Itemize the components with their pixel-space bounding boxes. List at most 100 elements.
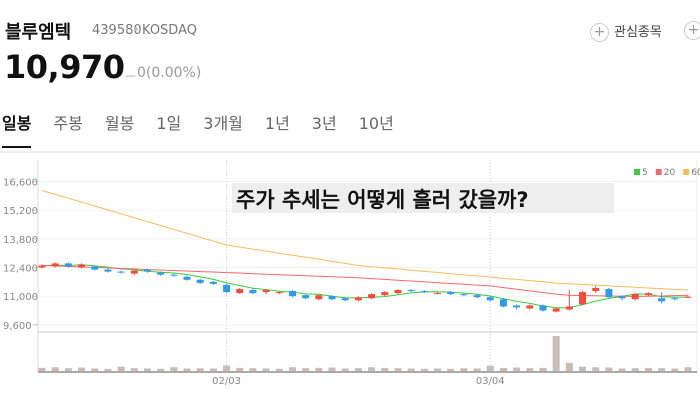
candle-body xyxy=(64,263,72,267)
candle-body xyxy=(315,295,323,300)
volume-bar xyxy=(513,367,521,371)
favorite-label: 관심종목 xyxy=(614,25,662,40)
candle-body xyxy=(78,264,86,268)
candle-body xyxy=(434,293,442,295)
volume-bar xyxy=(434,368,442,371)
volume-bar xyxy=(671,368,679,371)
candle-body xyxy=(460,294,468,296)
volume-bar xyxy=(486,365,494,371)
tab[interactable]: 3개월 xyxy=(203,114,243,133)
y-tick-label: 16,600 xyxy=(3,177,38,188)
candle-body xyxy=(302,295,310,299)
volume-bar xyxy=(157,368,165,371)
candle-body xyxy=(539,305,547,311)
volume-bar xyxy=(618,368,626,371)
volume-bar xyxy=(170,367,178,371)
candle-body xyxy=(381,292,389,296)
legend-label: 5 xyxy=(642,168,648,178)
candle-body xyxy=(552,308,560,312)
candle-body xyxy=(407,290,415,292)
volume-bar xyxy=(394,368,402,371)
change: 0(0.00%) xyxy=(137,65,202,81)
candle-body xyxy=(684,296,692,298)
candle-body xyxy=(644,293,652,296)
volume-bar xyxy=(288,367,296,371)
candle-body xyxy=(249,290,257,294)
volume-bar xyxy=(328,367,336,371)
tab[interactable]: 주봉 xyxy=(53,114,83,133)
candle-body xyxy=(51,263,59,267)
tab[interactable]: 월봉 xyxy=(104,114,135,133)
y-tick-label: 13,800 xyxy=(3,235,38,246)
legend-label: 20 xyxy=(664,168,676,178)
tab[interactable]: 일봉 xyxy=(2,110,32,148)
volume-bar xyxy=(526,368,534,371)
candle-body xyxy=(473,295,481,298)
volume-bar xyxy=(117,366,125,371)
candle-body xyxy=(447,292,455,295)
tab[interactable]: 1년 xyxy=(264,114,290,133)
candle-body xyxy=(236,289,244,294)
stock-name: 블루엠텍 xyxy=(5,22,72,43)
volume-bar xyxy=(499,367,507,371)
tab[interactable]: 1일 xyxy=(156,114,182,133)
volume-bar xyxy=(38,367,46,371)
price: 10,970 xyxy=(4,48,125,86)
volume-bar xyxy=(473,368,481,371)
volume-bar xyxy=(91,368,99,371)
candle-body xyxy=(513,305,521,308)
candle-body xyxy=(183,276,191,280)
candle-body xyxy=(368,294,376,299)
volume-bar xyxy=(104,368,112,371)
volume-bar xyxy=(223,365,231,371)
moving-average-line xyxy=(41,190,689,291)
volume-bar xyxy=(631,368,639,371)
candle-body xyxy=(394,290,402,294)
volume-bar xyxy=(592,367,600,371)
candle-body xyxy=(579,292,587,305)
volume-bar xyxy=(460,368,468,371)
candle-body xyxy=(196,279,204,283)
change-sign: － xyxy=(124,70,138,85)
volume-bar xyxy=(262,368,270,371)
candle-body xyxy=(486,297,494,301)
y-tick-label: 15,200 xyxy=(3,206,38,217)
candle-body xyxy=(341,298,349,301)
candle-body xyxy=(91,266,99,270)
candle-body xyxy=(499,299,507,307)
volume-bar xyxy=(315,367,323,371)
volume-bar xyxy=(565,362,573,371)
candle-body xyxy=(38,265,46,268)
volume-bar xyxy=(368,367,376,371)
edge-icon[interactable]: + xyxy=(684,21,700,40)
volume-bar xyxy=(407,368,415,371)
candle-body xyxy=(157,272,165,275)
legend-swatch xyxy=(634,169,640,175)
candle-body xyxy=(328,296,336,300)
volume-bar xyxy=(605,367,613,371)
candle-body xyxy=(143,269,151,272)
volume-bar xyxy=(236,367,244,371)
period-tabs: 일봉 주봉 월봉 1일 3개월 1년 3년 10년 xyxy=(0,110,416,148)
legend-swatch xyxy=(683,169,690,175)
tab[interactable]: 3년 xyxy=(311,114,337,133)
candle-body xyxy=(117,271,125,273)
favorite-button[interactable]: + 관심종목 xyxy=(590,21,662,42)
volume-bar xyxy=(341,368,349,371)
legend-swatch xyxy=(655,169,662,175)
candle-body xyxy=(288,291,296,297)
legend-label: 60 xyxy=(691,168,700,178)
candle-body xyxy=(354,297,362,301)
tab[interactable]: 10년 xyxy=(358,114,394,133)
volume-bar xyxy=(183,368,191,371)
y-tick-label: 11,000 xyxy=(3,292,38,303)
volume-bar xyxy=(51,367,59,371)
x-tick-label: 02/03 xyxy=(212,376,241,387)
market: KOSDAQ xyxy=(142,23,197,38)
volume-bar xyxy=(196,368,204,371)
candle-body xyxy=(605,289,613,298)
candle-body xyxy=(671,298,679,300)
volume-bar xyxy=(249,368,257,371)
annotation: 주가 추세는 어떻게 흘러 갔을까? xyxy=(236,188,529,212)
stock-code: 439580 xyxy=(92,23,142,38)
